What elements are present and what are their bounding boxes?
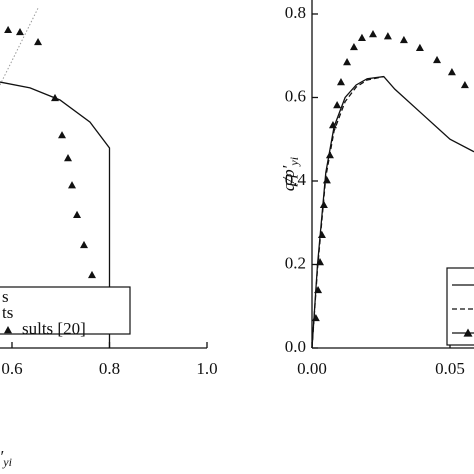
x-tick-label: 0.6 [1,359,22,378]
marker [349,42,358,51]
y-tick-label: 0.2 [285,253,306,272]
marker [399,35,408,44]
axis-label-sub: yi [287,157,301,167]
marker [333,101,342,109]
marker [34,37,43,46]
x-tick-label: 1.0 [196,359,217,378]
marker [314,285,323,294]
axis-label: q/p′yi [279,157,301,191]
marker [336,78,345,86]
marker [343,58,352,66]
legend [446,267,474,346]
marker [368,30,377,38]
y-tick-label: 0.0 [285,337,306,356]
axis-label-main: q/p′ [279,165,298,191]
marker [322,176,331,184]
x-tick-label: 0.00 [297,359,327,378]
marker [311,313,320,322]
marker [68,181,77,189]
marker [4,25,13,34]
legend-label: sults [20] [22,319,86,338]
x-tick-label: 0.05 [435,359,465,378]
marker [325,151,334,159]
marker [87,270,96,279]
marker [383,32,392,40]
axis-label-sub: yi [2,455,12,469]
y-tick-label: 0.8 [285,3,306,22]
axis-label-main: ɔ′ [0,447,4,466]
legend-marker [4,326,12,334]
axis-label: ɔ′yi [0,447,12,469]
legend: sts sults [20] [0,286,131,338]
legend-box [0,286,131,335]
y-tick-label: 0.6 [285,86,306,105]
legend-label: s [2,287,9,306]
y-tick-label: 0.4 [285,170,307,189]
marker [73,210,82,219]
marker [460,80,469,89]
marker [15,27,24,36]
marker [328,121,337,129]
marker [50,93,59,102]
marker [79,240,88,249]
marker [319,200,328,208]
data-line [311,75,384,349]
marker [447,68,456,76]
legend-label: ts [2,303,13,322]
data-line [0,81,111,348]
marker [357,33,366,41]
marker [317,230,326,239]
data-line [0,7,39,86]
marker [316,257,325,266]
x-tick-label: 0.8 [99,359,120,378]
marker [64,154,73,162]
legend-marker [463,328,473,337]
marker [433,55,442,64]
marker [58,131,67,139]
marker [415,43,424,52]
